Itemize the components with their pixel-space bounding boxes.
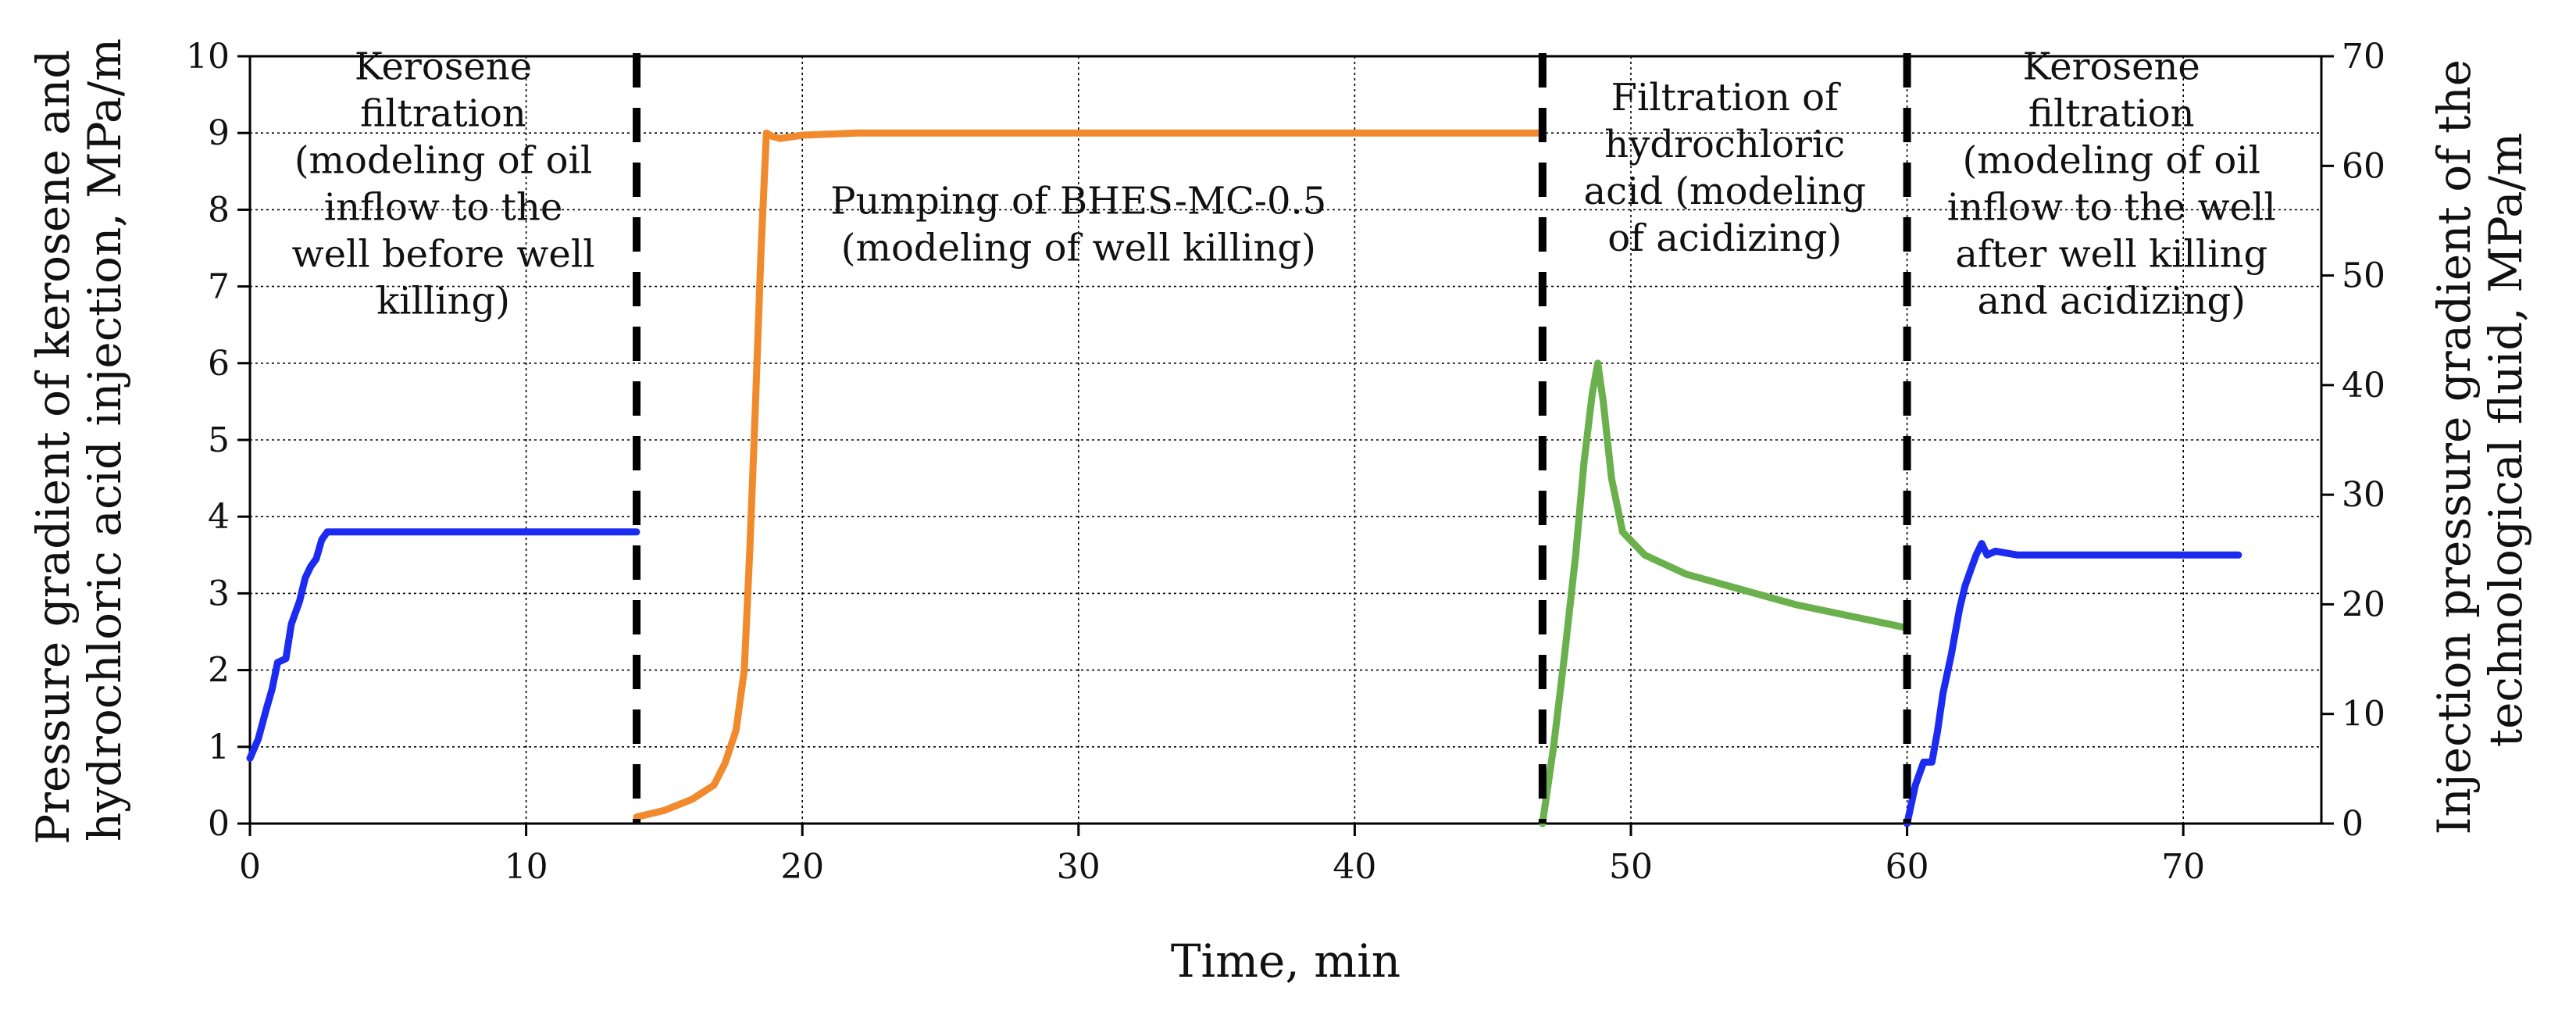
x-tick-label: 60: [1886, 847, 1929, 887]
y-left-tick-label: 3: [208, 574, 230, 613]
annotation-line: inflow to the: [324, 186, 563, 230]
annotation-line: Pumping of BHES-MC-0.5: [830, 179, 1326, 223]
y-left-tick-label: 4: [208, 497, 230, 537]
annotation-line: (modeling of oil: [294, 139, 592, 183]
y-right-title-line-2: technological fluid, MPa/m: [2479, 133, 2532, 747]
annotation-line: filtration: [2028, 92, 2195, 136]
annotation-line: (modeling of oil: [1963, 139, 2260, 183]
grid-layer: [250, 56, 2321, 824]
annotation-line: well before well: [291, 233, 594, 277]
y-left-title-line-2: hydrochloric acid injection, MPa/m: [78, 38, 131, 842]
annotation-layer: Kerosene filtration (modeling of oil inflow…: [291, 45, 2275, 323]
tick-layer: 0 10 20 30 40 50 60 70 0 1 2 3 4 5 6 7 8 9 10 0 10 20 30 40 50 60…: [186, 37, 2385, 887]
y-left-axis-title: Pressure gradient of kerosene and hydroc…: [27, 35, 131, 845]
series-layer: [246, 129, 2242, 827]
y-right-tick-label: 10: [2342, 695, 2385, 734]
y-left-tick-label: 9: [208, 113, 230, 153]
annotation-stage4: Kerosene filtration (modeling of oil inflow…: [1947, 45, 2276, 323]
x-tick-label: 30: [1057, 847, 1101, 887]
annotation-stage2: Pumping of BHES-MC-0.5 (modeling of well …: [830, 179, 1326, 270]
y-right-tick-label: 20: [2342, 584, 2385, 624]
y-right-axis-title: Injection pressure gradient of the techn…: [2428, 45, 2532, 835]
annotation-line: Kerosene: [355, 45, 532, 89]
y-left-title-line-1: Pressure gradient of kerosene and: [27, 50, 80, 845]
x-tick-label: 40: [1333, 847, 1376, 887]
annotation-line: after well killing: [1955, 233, 2267, 277]
annotation-line: Kerosene: [2023, 45, 2200, 89]
x-tick-label: 20: [780, 847, 824, 887]
y-right-tick-label: 70: [2342, 37, 2385, 77]
x-axis-title: Time, min: [1171, 935, 1400, 988]
y-left-tick-label: 8: [208, 190, 230, 230]
annotation-line: of acidizing): [1607, 216, 1842, 260]
y-right-title-line-1: Injection pressure gradient of the: [2428, 59, 2481, 835]
y-right-tick-label: 60: [2342, 146, 2385, 186]
x-tick-label: 10: [505, 847, 548, 887]
y-left-tick-label: 5: [208, 420, 230, 460]
series-line-4: [1903, 540, 2242, 827]
x-tick-label: 0: [239, 847, 261, 887]
x-tick-label: 70: [2161, 847, 2205, 887]
series-line-1: [246, 528, 640, 762]
annotation-line: filtration: [360, 92, 526, 136]
y-right-tick-label: 0: [2342, 804, 2364, 844]
x-tick-label: 50: [1609, 847, 1653, 887]
y-left-tick-label: 2: [208, 651, 230, 691]
y-left-tick-label: 7: [208, 267, 230, 307]
y-left-tick-label: 0: [208, 804, 230, 844]
y-right-tick-label: 40: [2342, 366, 2385, 406]
series-line-2: [633, 129, 1547, 821]
annotation-line: (modeling of well killing): [841, 226, 1316, 270]
annotation-stage3: Filtration of hydrochloric acid (modeling o…: [1583, 76, 1865, 260]
y-left-tick-label: 6: [208, 344, 230, 384]
divider-layer: [633, 53, 1911, 824]
y-left-tick-label: 1: [208, 727, 230, 767]
annotation-line: hydrochloric: [1604, 123, 1845, 166]
y-right-tick-label: 30: [2342, 475, 2385, 515]
y-left-tick-label: 10: [186, 37, 230, 77]
y-right-tick-label: 50: [2342, 256, 2385, 296]
series-line-3: [1539, 359, 1911, 827]
annotation-line: killing): [376, 280, 510, 323]
annotation-line: and acidizing): [1978, 280, 2246, 323]
annotation-line: acid (modeling: [1583, 170, 1865, 213]
annotation-stage1: Kerosene filtration (modeling of oil inflow…: [291, 45, 594, 323]
annotation-line: inflow to the well: [1947, 186, 2276, 230]
annotation-line: Filtration of: [1611, 76, 1841, 120]
